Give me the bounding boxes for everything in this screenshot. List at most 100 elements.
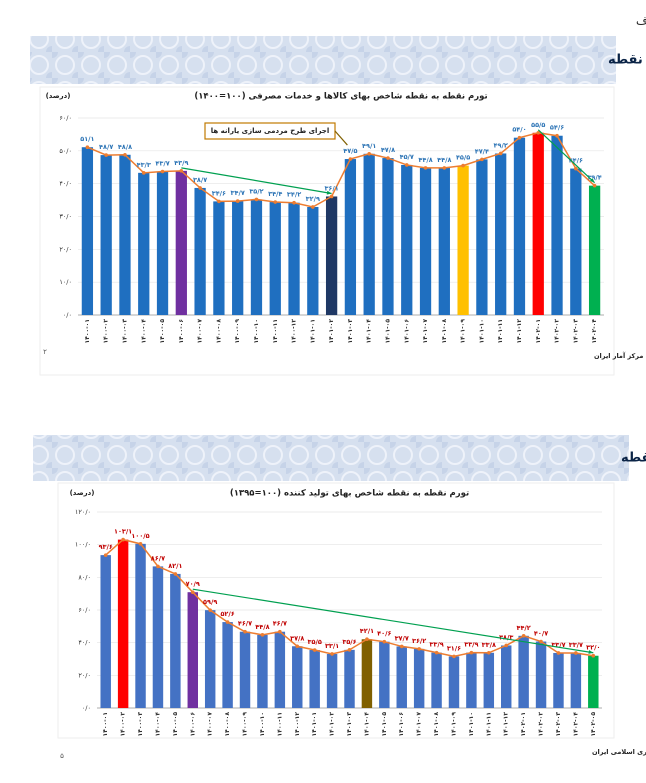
line-point — [217, 199, 221, 204]
x-tick-label: ۱۴۰۰-۰۳ — [121, 319, 128, 344]
line-point — [423, 166, 428, 170]
line-point — [208, 608, 212, 612]
x-tick-label: ۱۴۰۱-۰۱ — [311, 712, 318, 736]
bar — [204, 610, 216, 708]
line-point — [254, 197, 259, 202]
bar — [152, 566, 164, 708]
y-tick-label: ۱۰۰/۰ — [75, 541, 91, 549]
x-tick-label: ۱۴۰۰-۰۷ — [207, 712, 214, 737]
x-tick-label: ۱۴۰۱-۰۸ — [433, 712, 440, 737]
x-tick-label: ۱۴۰۰-۰۵ — [172, 712, 179, 737]
line-point — [536, 130, 541, 135]
y-tick-label: ۶۰/۰ — [59, 114, 72, 122]
line-point — [104, 153, 108, 157]
line-point — [156, 564, 160, 569]
x-tick-label: ۱۴۰۱-۱۲ — [503, 712, 510, 737]
data-label: ۵۲/۶ — [220, 610, 234, 618]
data-label: ۴۸/۸ — [118, 143, 132, 151]
line-point — [417, 647, 421, 651]
slide-header — [33, 435, 629, 481]
bar — [175, 170, 187, 315]
x-tick-label: ۱۴۰۰-۰۹ — [234, 319, 241, 344]
line-point — [504, 643, 509, 648]
x-tick-label: ۱۴۰۱-۰۶ — [403, 319, 410, 344]
y-tick-label: ۱۰/۰ — [59, 278, 72, 286]
x-tick-label: ۱۴۰۱-۰۵ — [384, 319, 391, 344]
bar — [588, 185, 601, 315]
line-point — [160, 169, 165, 174]
bar — [135, 543, 146, 708]
line-point — [295, 644, 300, 649]
bar — [344, 649, 355, 708]
data-label: ۴۴/۸ — [255, 623, 269, 631]
data-label: ۳۳/۱ — [325, 642, 339, 650]
line-point — [348, 157, 353, 161]
line-point — [312, 648, 317, 652]
x-tick-label: ۱۴۰۱-۰۱ — [309, 319, 316, 343]
bar — [288, 202, 300, 315]
data-label: ۵۱/۱ — [80, 135, 94, 143]
line-point — [273, 200, 278, 204]
bar — [476, 159, 488, 315]
line-point — [592, 183, 597, 188]
x-tick-label: ۱۴۰۱-۰۵ — [381, 712, 388, 737]
bar — [466, 652, 477, 708]
bar — [100, 555, 111, 708]
y-tick-label: ۰/۰ — [63, 311, 72, 319]
bar — [438, 167, 450, 315]
x-tick-label: ۱۴۰۱-۰۸ — [441, 319, 448, 344]
x-tick-label: ۱۴۰۰-۱۱ — [272, 319, 279, 343]
data-label: ۳۷/۷ — [395, 634, 409, 642]
bar — [269, 202, 281, 315]
data-label: ۴۶/۷ — [273, 620, 287, 628]
line-point — [556, 651, 561, 655]
line-point — [243, 629, 247, 634]
bar — [588, 655, 599, 708]
data-label: ۴۲/۱ — [360, 627, 374, 635]
bar — [532, 132, 544, 315]
slide-header — [30, 36, 616, 84]
x-tick-label: ۱۴۰۱-۰۷ — [422, 319, 429, 344]
bar — [292, 646, 303, 708]
bar — [81, 147, 94, 315]
bar — [307, 206, 319, 315]
line-point — [469, 650, 474, 655]
line-point — [367, 151, 371, 156]
data-label: ۴۳/۳ — [137, 161, 151, 169]
x-tick-label: ۱۴۰۰-۱۱ — [276, 712, 283, 736]
header-veil — [30, 36, 616, 84]
data-label: ۴۰/۶ — [377, 630, 391, 638]
bar — [518, 635, 529, 708]
x-tick-label: ۱۴۰۰-۰۴ — [154, 712, 161, 737]
data-label: ۳۶/۲ — [412, 637, 426, 645]
x-tick-label: ۱۴۰۱-۰۴ — [363, 712, 370, 737]
data-label: ۳۵/۲ — [249, 187, 263, 195]
line-point — [260, 633, 265, 637]
data-label: ۳۸/۷ — [193, 176, 207, 184]
x-tick-label: ۱۴۰۰-۰۱ — [84, 319, 91, 343]
data-label: ۸۲/۱ — [168, 562, 182, 570]
x-tick-label: ۱۴۰۱-۰۲ — [328, 319, 335, 344]
x-tick-label: ۱۴۰۱-۰۴ — [366, 319, 373, 344]
bar — [222, 622, 233, 708]
line-point — [311, 205, 315, 209]
line-point — [386, 156, 390, 160]
x-tick-label: ۱۴۰۲-۰۴ — [591, 319, 598, 344]
caption: پایین‌ترین نرخ‌ها در سال‌های گذشته به شم… — [636, 14, 646, 29]
bar — [325, 196, 338, 315]
bar — [431, 652, 442, 708]
data-label: ۵۴/۶ — [550, 124, 564, 132]
data-label: ۱۰۰/۵ — [131, 532, 149, 540]
page-number: ۲ — [43, 348, 47, 356]
line-point — [487, 650, 491, 655]
bar — [274, 631, 286, 708]
line-point — [278, 629, 282, 634]
bar — [483, 652, 495, 708]
bar — [448, 656, 460, 708]
data-label: ۴۸/۷ — [99, 143, 113, 151]
y-tick-label: ۵۰/۰ — [59, 147, 72, 155]
line-point — [138, 542, 143, 546]
bar — [361, 639, 373, 708]
line-point — [404, 163, 409, 167]
